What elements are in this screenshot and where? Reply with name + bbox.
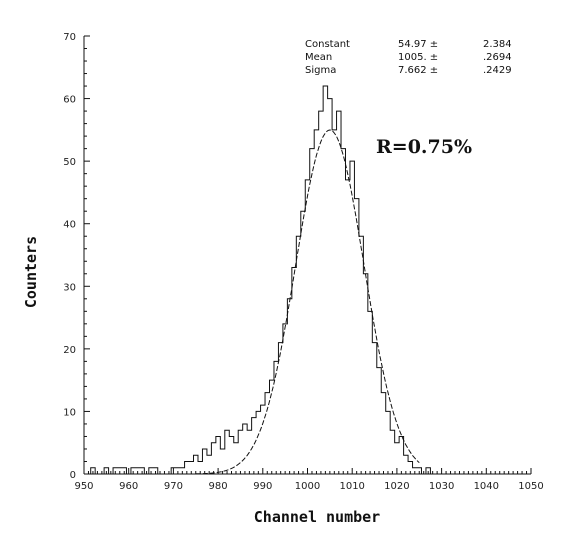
y-axis-title: Counters (22, 236, 40, 308)
y-tick-label: 30 (63, 282, 76, 293)
histogram-series (90, 85, 431, 475)
y-tick-label: 60 (63, 95, 76, 106)
x-tick-label: 1020 (384, 481, 409, 492)
stats-box: Constant 54.97 ± 2.384 Mean 1005. ± .2694 Sigm… (305, 39, 512, 76)
y-tick-label: 10 (63, 407, 76, 418)
x-tick-label: 980 (209, 481, 228, 492)
stats-label: Mean (305, 52, 332, 63)
y-tick-label: 0 (70, 470, 76, 481)
gaussian-fit-curve (195, 129, 420, 475)
stats-error: 2.384 (483, 39, 512, 50)
y-ticks: 0 10 20 30 40 50 60 70 (63, 32, 90, 481)
y-tick-label: 20 (63, 345, 76, 356)
stats-value: 54.97 ± (398, 39, 438, 50)
y-tick-label: 40 (63, 220, 76, 231)
stats-error: .2694 (483, 52, 512, 63)
x-tick-label: 1040 (474, 481, 499, 492)
stats-label: Constant (305, 39, 350, 50)
stats-value: 7.662 ± (398, 65, 438, 76)
y-tick-label: 50 (63, 157, 76, 168)
x-ticks: 950 960 970 980 990 1000 1010 1020 1030 1040 1050 (74, 468, 544, 492)
stats-value: 1005. ± (398, 52, 438, 63)
x-axis-title: Channel number (254, 508, 380, 526)
x-tick-label: 1010 (339, 481, 364, 492)
x-tick-label: 1050 (518, 481, 543, 492)
x-tick-label: 1030 (429, 481, 454, 492)
x-tick-label: 950 (74, 481, 93, 492)
x-tick-label: 1000 (295, 481, 320, 492)
x-tick-label: 990 (253, 481, 272, 492)
x-tick-label: 970 (164, 481, 183, 492)
axes (83, 36, 531, 475)
resolution-annotation: R=0.75% (376, 136, 472, 158)
stats-label: Sigma (305, 65, 336, 76)
x-tick-label: 960 (119, 481, 138, 492)
y-tick-label: 70 (63, 32, 76, 43)
stats-error: .2429 (483, 65, 512, 76)
